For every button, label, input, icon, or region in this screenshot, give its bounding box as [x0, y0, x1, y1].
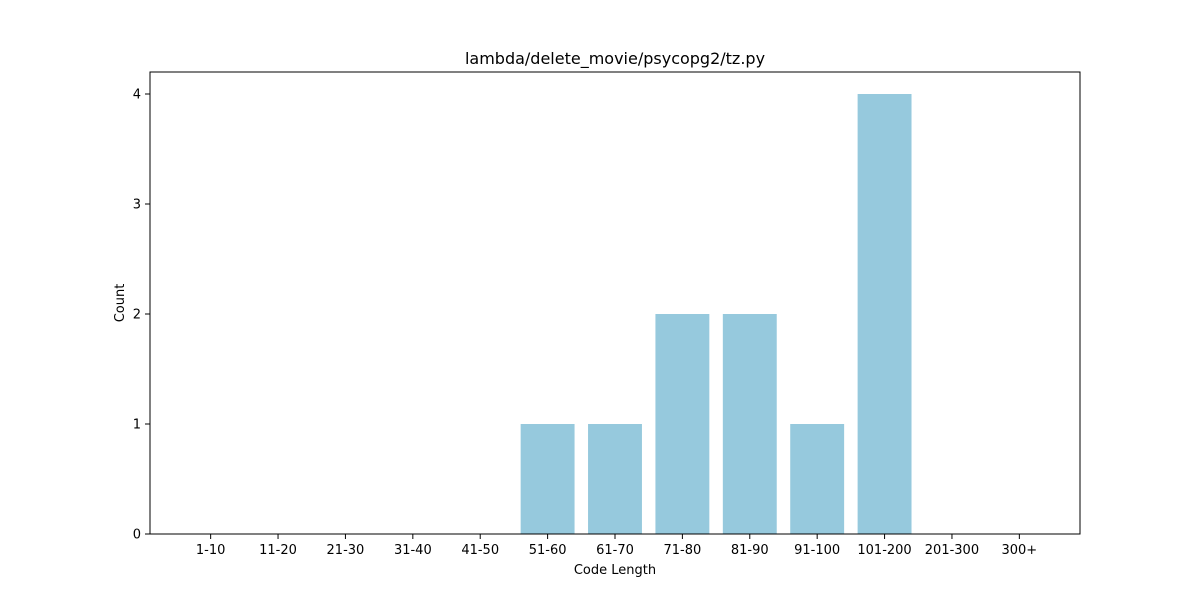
x-tick-label: 1-10 — [196, 543, 226, 558]
bar-61-70 — [588, 424, 642, 534]
y-axis-label: Count — [113, 284, 128, 323]
bar-91-100 — [790, 424, 845, 534]
x-tick-label: 51-60 — [529, 543, 567, 558]
bar-101-200 — [857, 94, 912, 534]
x-tick-label: 300+ — [1001, 543, 1037, 558]
x-tick-label: 91-100 — [794, 543, 840, 558]
y-tick-label: 3 — [133, 198, 141, 213]
x-tick-label: 71-80 — [663, 543, 701, 558]
y-tick-label: 0 — [133, 528, 141, 543]
x-tick-label: 201-300 — [925, 543, 979, 558]
y-tick-label: 4 — [133, 88, 141, 103]
bar-81-90 — [722, 314, 777, 534]
x-tick-label: 41-50 — [461, 543, 499, 558]
x-tick-label: 81-90 — [731, 543, 769, 558]
bar-51-60 — [520, 424, 575, 534]
x-tick-label: 21-30 — [327, 543, 365, 558]
y-tick-label: 2 — [133, 308, 141, 323]
x-tick-label: 101-200 — [857, 543, 911, 558]
x-axis: 1-10 11-20 21-30 31-40 41-50 51-60 61-70 71-80 8… — [196, 534, 1037, 558]
x-tick-label: 31-40 — [394, 543, 432, 558]
y-axis: 0 1 2 3 4 — [133, 88, 150, 543]
y-tick-label: 1 — [133, 418, 141, 433]
bar-71-80 — [655, 314, 710, 534]
x-tick-label: 61-70 — [596, 543, 634, 558]
chart-title: lambda/delete_movie/psycopg2/tz.py — [465, 49, 765, 69]
bars-layer — [520, 94, 912, 534]
x-axis-label: Code Length — [574, 563, 656, 578]
x-tick-label: 11-20 — [259, 543, 297, 558]
